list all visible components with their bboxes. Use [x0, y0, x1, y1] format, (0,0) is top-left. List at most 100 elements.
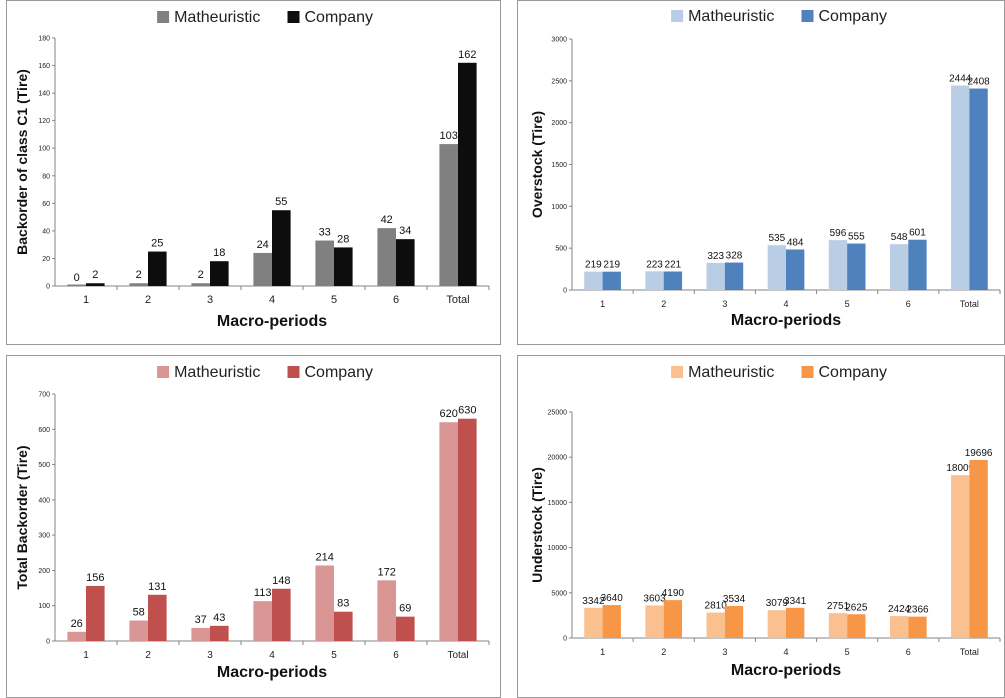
legend-swatch-matheuristic — [671, 10, 684, 22]
y-tick-label: 500 — [38, 462, 50, 469]
bar-company-total — [458, 418, 477, 641]
data-label: 18009 — [946, 463, 974, 474]
y-tick-label: 0 — [563, 288, 567, 295]
bar-matheuristic-5 — [828, 613, 848, 638]
data-label: 3342 — [582, 596, 605, 607]
y-tick-label: 3000 — [551, 37, 567, 44]
x-tick-label: 1 — [600, 647, 605, 657]
data-label: 601 — [909, 228, 926, 239]
bar-matheuristic-3 — [706, 612, 725, 638]
legend-swatch-company — [801, 10, 814, 22]
data-label: 2 — [136, 269, 142, 281]
data-label: 2444 — [949, 74, 972, 85]
data-label: 214 — [316, 551, 334, 563]
legend-label: Matheuristic — [688, 364, 774, 381]
y-axis-title: Backorder of class C1 (Tire) — [14, 69, 30, 255]
legend-swatch-company — [287, 11, 300, 23]
data-label: 34 — [399, 225, 411, 237]
data-label: 28 — [337, 233, 349, 245]
bar-company-2 — [148, 594, 167, 641]
chart-panel-backorder-c1 — [6, 0, 501, 345]
data-label: 2625 — [845, 602, 868, 613]
bar-company-1 — [602, 605, 621, 638]
data-label: 26 — [71, 618, 83, 630]
bar-matheuristic-5 — [828, 240, 848, 290]
x-tick-label: 6 — [393, 294, 399, 306]
bar-company-6 — [396, 616, 415, 641]
x-tick-label: 2 — [145, 294, 151, 306]
bar-matheuristic-total — [439, 422, 458, 641]
x-tick-label: 1 — [600, 299, 605, 309]
data-label: 4190 — [662, 588, 685, 599]
x-tick-label: 6 — [906, 647, 911, 657]
x-tick-label: 5 — [845, 647, 850, 657]
y-tick-label: 400 — [38, 497, 50, 504]
bar-matheuristic-total — [951, 85, 970, 290]
data-label: 131 — [148, 581, 166, 593]
bar-company-4 — [786, 249, 805, 290]
y-tick-label: 60 — [42, 201, 50, 208]
chart-3: 0 100 200 300 400 500 600 700 1 26 156 2 58 131 3 37 43 4… — [14, 364, 490, 681]
data-label: 328 — [726, 251, 743, 262]
x-tick-label: Total — [446, 294, 469, 306]
data-label: 2424 — [888, 604, 911, 615]
data-label: 596 — [830, 228, 847, 239]
bar-company-3 — [210, 261, 229, 286]
y-tick-label: 10000 — [548, 545, 568, 552]
bar-company-3 — [724, 262, 744, 290]
y-tick-label: 160 — [38, 63, 50, 70]
data-label: 19696 — [965, 448, 993, 459]
legend-swatch-matheuristic — [157, 366, 170, 378]
bar-company-4 — [272, 588, 291, 641]
y-tick-label: 100 — [38, 603, 50, 610]
x-tick-label: 4 — [269, 650, 275, 661]
x-tick-label: 2 — [661, 299, 666, 309]
bar-matheuristic-6 — [889, 616, 909, 638]
y-axis-title: Understock (Tire) — [529, 467, 545, 583]
x-tick-label: Total — [447, 650, 468, 661]
bar-company-total — [458, 62, 477, 286]
bar-company-2 — [663, 271, 683, 290]
data-label: 18 — [213, 247, 225, 259]
x-tick-label: 3 — [207, 294, 213, 306]
data-label: 69 — [399, 603, 411, 615]
bar-company-5 — [334, 611, 353, 641]
bar-matheuristic-3 — [191, 627, 210, 641]
bar-company-3 — [724, 606, 744, 638]
chart-2: 0 500 1000 1500 2000 2500 3000 1 219 219 2 223 221 3 3… — [529, 8, 1001, 329]
data-label: 33 — [319, 227, 331, 239]
x-axis-title: Macro-periods — [217, 664, 327, 681]
y-tick-label: 20000 — [548, 455, 568, 462]
chart-panel-understock — [517, 355, 1005, 698]
x-tick-label: 3 — [207, 650, 213, 661]
data-label: 113 — [254, 587, 272, 599]
y-tick-label: 700 — [38, 392, 50, 399]
bar-company-total — [969, 459, 988, 638]
bar-matheuristic-total — [439, 144, 458, 286]
bar-company-4 — [272, 210, 291, 286]
bar-company-2 — [148, 251, 167, 286]
bar-matheuristic-1 — [584, 607, 603, 638]
y-tick-label: 2000 — [551, 120, 567, 127]
x-axis-title: Macro-periods — [731, 312, 841, 329]
bar-matheuristic-2 — [645, 271, 664, 290]
legend: Matheuristic Company — [671, 8, 887, 25]
data-label: 2366 — [906, 605, 929, 616]
bar-company-5 — [847, 243, 866, 290]
bar-company-2 — [663, 600, 683, 638]
bar-matheuristic-1 — [584, 271, 603, 290]
x-tick-label: 5 — [331, 650, 337, 661]
legend-swatch-matheuristic — [671, 366, 684, 378]
legend: Matheuristic Company — [157, 9, 373, 26]
data-label: 24 — [257, 239, 269, 251]
data-label: 620 — [440, 408, 458, 420]
x-tick-label: 2 — [661, 647, 666, 657]
legend-label: Company — [819, 8, 887, 25]
bar-matheuristic-2 — [129, 283, 148, 286]
data-label: 42 — [381, 214, 393, 226]
data-label: 103 — [440, 130, 458, 142]
data-label: 83 — [337, 598, 349, 610]
data-label: 25 — [151, 238, 163, 250]
x-tick-label: 6 — [906, 299, 911, 309]
